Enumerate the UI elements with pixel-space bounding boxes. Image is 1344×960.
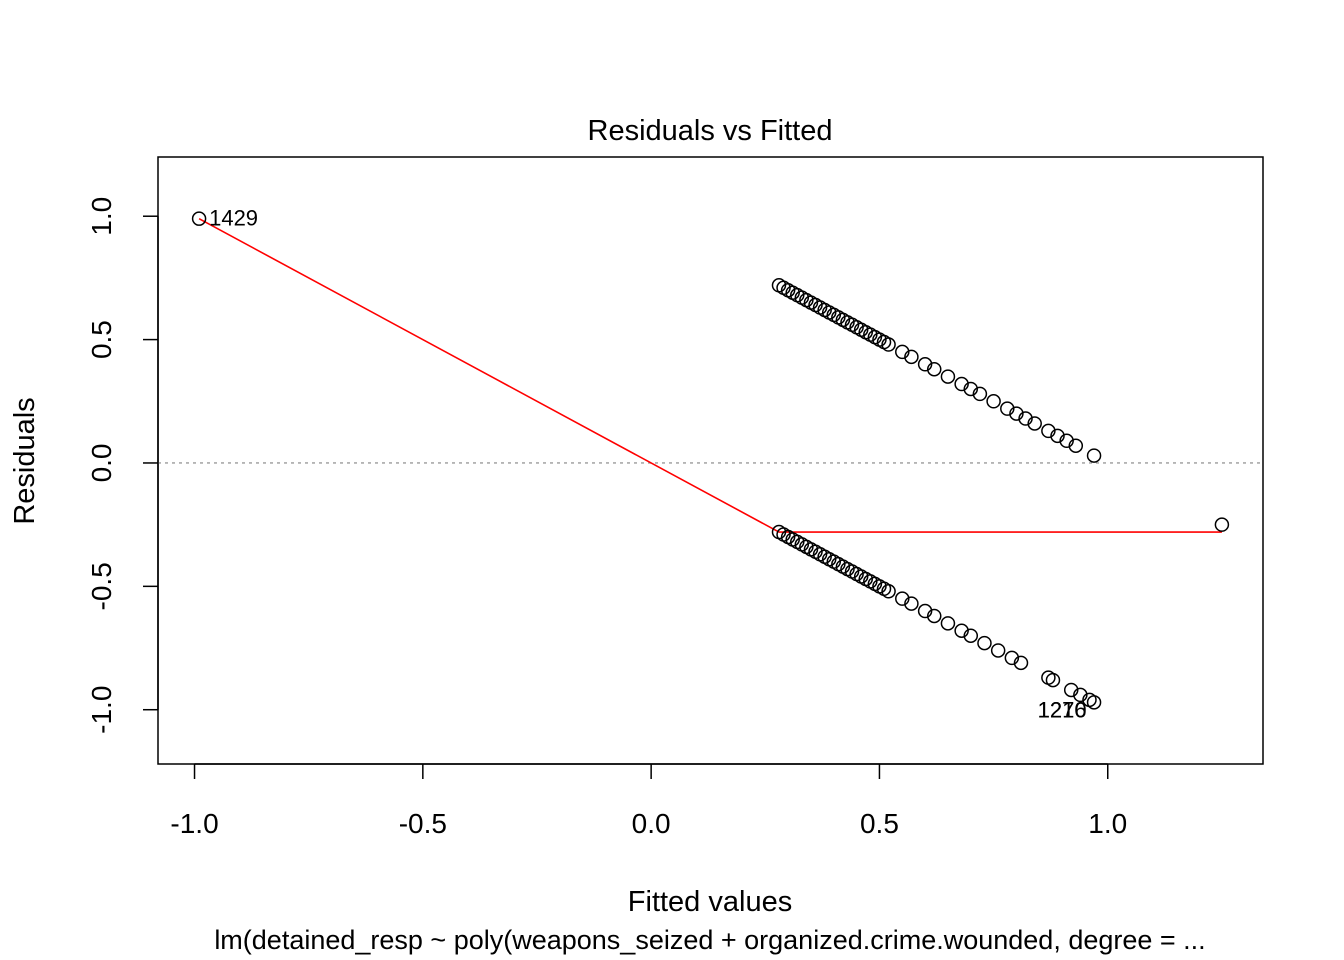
y-tick-label: -1.0 bbox=[86, 686, 117, 734]
residual-point bbox=[963, 628, 979, 643]
x-tick-label: 0.5 bbox=[860, 808, 899, 839]
residual-point bbox=[1004, 650, 1020, 666]
residual-point bbox=[940, 369, 956, 384]
model-caption: lm(detained_resp ~ poly(weapons_seized +… bbox=[214, 925, 1205, 955]
residual-point bbox=[972, 386, 988, 402]
residual-point bbox=[940, 616, 956, 631]
y-tick-label: -0.5 bbox=[86, 562, 117, 610]
residual-point bbox=[926, 608, 942, 624]
chart-title: Residuals vs Fitted bbox=[588, 115, 833, 147]
residual-point bbox=[963, 381, 979, 397]
x-axis-label: Fitted values bbox=[628, 886, 792, 918]
residual-point bbox=[1086, 695, 1102, 710]
residual-point bbox=[1000, 401, 1015, 416]
residual-point bbox=[954, 623, 969, 639]
residual-point bbox=[1063, 682, 1079, 698]
residual-point bbox=[895, 344, 910, 360]
residual-point bbox=[1214, 517, 1230, 532]
residual-point bbox=[917, 603, 933, 619]
residual-point bbox=[1045, 672, 1061, 688]
residual-point bbox=[904, 349, 919, 365]
residual-point bbox=[954, 376, 969, 392]
residual-point bbox=[1009, 406, 1024, 421]
y-tick-label: 0.5 bbox=[86, 320, 117, 359]
y-axis-label: Residuals bbox=[9, 397, 41, 524]
residual-point bbox=[1068, 438, 1084, 453]
residual-point bbox=[1059, 433, 1074, 449]
residual-point bbox=[881, 584, 896, 599]
residual-point bbox=[926, 361, 942, 377]
y-tick-label: 1.0 bbox=[86, 197, 117, 236]
residual-point bbox=[990, 643, 1006, 658]
y-tick-label: 0.0 bbox=[86, 443, 117, 482]
residual-point bbox=[895, 591, 910, 606]
x-tick-label: -1.0 bbox=[170, 808, 218, 839]
point-label: 1216 bbox=[1038, 698, 1087, 723]
residual-point bbox=[1018, 411, 1033, 426]
residual-point bbox=[977, 635, 992, 651]
point-label: 1429 bbox=[209, 206, 258, 231]
point-label: 1270 bbox=[1038, 698, 1087, 723]
residual-point bbox=[986, 394, 1001, 409]
residual-point bbox=[917, 357, 933, 372]
residual-point bbox=[904, 596, 919, 611]
residual-point bbox=[881, 337, 896, 352]
residual-point bbox=[1013, 655, 1029, 671]
residual-point bbox=[1073, 687, 1088, 703]
residual-point bbox=[1086, 448, 1102, 463]
x-tick-label: -0.5 bbox=[399, 808, 447, 839]
smoother-path bbox=[198, 217, 1222, 533]
residual-point bbox=[1050, 428, 1065, 444]
residual-point bbox=[1027, 416, 1042, 431]
x-axis: -1.0 -0.5 0.0 0.5 1.0 bbox=[170, 763, 1127, 839]
x-tick-label: 0.0 bbox=[632, 808, 671, 839]
residual-point bbox=[1041, 423, 1056, 439]
residual-point bbox=[191, 211, 207, 226]
y-axis: -1.0 -0.5 0.0 0.5 1.0 bbox=[86, 197, 159, 734]
smoother-line bbox=[198, 217, 1222, 533]
x-tick-label: 1.0 bbox=[1088, 808, 1127, 839]
residual-points bbox=[191, 211, 1230, 710]
